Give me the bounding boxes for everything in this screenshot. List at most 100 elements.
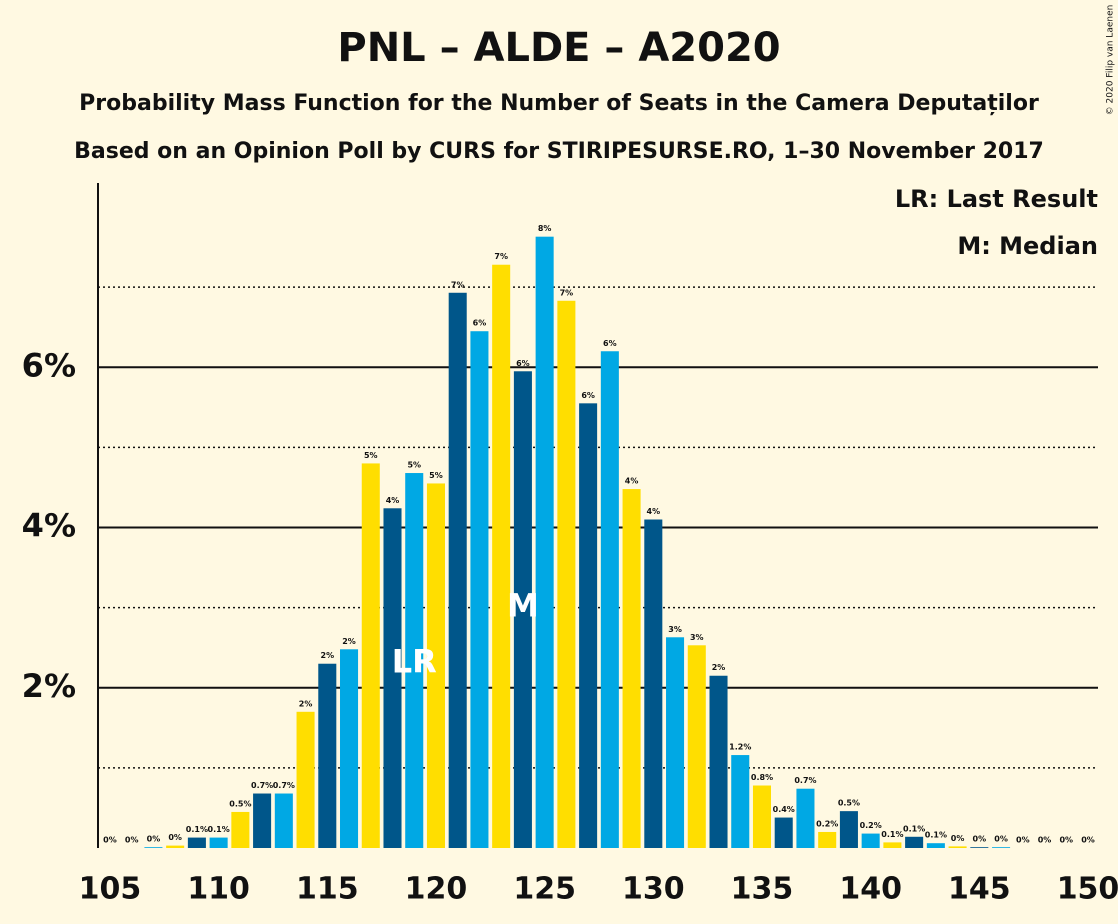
x-tick-label: 115 [296, 872, 359, 907]
bar [948, 846, 967, 848]
bar [405, 473, 424, 848]
value-label: 6% [516, 359, 530, 368]
value-label: 5% [407, 461, 421, 470]
bar [557, 300, 576, 848]
value-label: 3% [668, 625, 682, 634]
y-tick-label: 4% [22, 507, 76, 545]
bar [470, 331, 489, 848]
bar [426, 483, 445, 848]
value-label: 7% [451, 280, 465, 289]
bar [905, 836, 924, 848]
value-label: 0% [951, 834, 965, 843]
value-label: 0.1% [881, 830, 903, 839]
value-label: 5% [429, 471, 443, 480]
value-label: 0.2% [816, 819, 838, 828]
bar [448, 292, 467, 849]
bar [296, 711, 315, 848]
bar [579, 403, 598, 848]
x-tick-label: 120 [405, 872, 468, 907]
chart-subtitle: Probability Mass Function for the Number… [79, 91, 1039, 116]
value-label: 0.5% [838, 799, 860, 808]
value-label: 0% [103, 836, 117, 845]
bar [600, 351, 619, 848]
value-label: 0.7% [794, 776, 816, 785]
bar [231, 811, 250, 848]
value-label: 0.2% [860, 821, 882, 830]
bar [883, 842, 902, 848]
value-label: 6% [581, 391, 595, 400]
value-label: 2% [712, 663, 726, 672]
bar [253, 793, 272, 848]
value-label: 0% [1059, 836, 1073, 845]
value-label: 0.5% [229, 799, 251, 808]
value-label: 0.1% [186, 825, 208, 834]
bar [861, 833, 880, 848]
value-label: 0% [125, 836, 139, 845]
bar [644, 519, 663, 848]
value-label: 4% [647, 507, 661, 516]
bar [144, 847, 163, 848]
value-label: 0% [1081, 836, 1095, 845]
bar [187, 837, 206, 848]
value-label: 0.1% [925, 831, 947, 840]
legend-entry: LR: Last Result [895, 185, 1098, 213]
x-tick-label: 145 [948, 872, 1011, 907]
value-label: 0% [1038, 836, 1052, 845]
annotation: M [507, 587, 539, 625]
bar [774, 817, 793, 848]
bar [383, 508, 402, 848]
x-tick-label: 135 [731, 872, 794, 907]
bar [818, 831, 837, 848]
bar [622, 489, 641, 848]
bar [513, 371, 532, 848]
annotation: LR [392, 643, 437, 681]
bar [492, 264, 511, 848]
value-label: 2% [299, 699, 313, 708]
value-label: 1.2% [729, 743, 751, 752]
bar [666, 637, 685, 848]
bar [752, 785, 772, 848]
chart-title: PNL – ALDE – A2020 [337, 25, 780, 71]
value-label: 0.7% [273, 781, 295, 790]
bar [535, 236, 554, 848]
value-label: 7% [494, 252, 508, 261]
value-label: 2% [321, 651, 335, 660]
value-label: 4% [386, 496, 400, 505]
bar [709, 675, 728, 848]
value-label: 0.1% [903, 824, 925, 833]
chart-subtitle: Based on an Opinion Poll by CURS for STI… [74, 139, 1044, 164]
value-label: 0.4% [773, 805, 795, 814]
x-tick-label: 150 [1057, 872, 1118, 907]
value-label: 0.7% [251, 781, 273, 790]
value-label: 4% [625, 477, 639, 486]
bar [839, 811, 858, 848]
bar [166, 845, 185, 848]
value-label: 0% [1016, 836, 1030, 845]
bar [318, 663, 337, 848]
bar [209, 837, 228, 848]
bar [687, 645, 706, 848]
bar [970, 847, 989, 848]
x-tick-label: 105 [79, 872, 142, 907]
value-label: 0.1% [208, 825, 230, 834]
value-label: 5% [364, 451, 378, 460]
y-tick-label: 6% [22, 346, 76, 384]
value-label: 0.8% [751, 773, 773, 782]
copyright: © 2020 Filip van Laenen [1106, 5, 1116, 116]
value-label: 6% [473, 319, 487, 328]
x-tick-label: 110 [187, 872, 250, 907]
value-label: 0% [168, 833, 182, 842]
value-label: 6% [603, 339, 617, 348]
bar [796, 788, 815, 848]
bar [992, 847, 1011, 848]
value-label: 3% [690, 633, 704, 642]
value-label: 7% [560, 288, 574, 297]
value-label: 0% [973, 835, 987, 844]
y-tick-label: 2% [22, 667, 76, 705]
bar [926, 843, 945, 848]
value-label: 8% [538, 224, 552, 233]
value-label: 0% [147, 835, 161, 844]
x-tick-label: 140 [839, 872, 902, 907]
bar [274, 793, 293, 848]
